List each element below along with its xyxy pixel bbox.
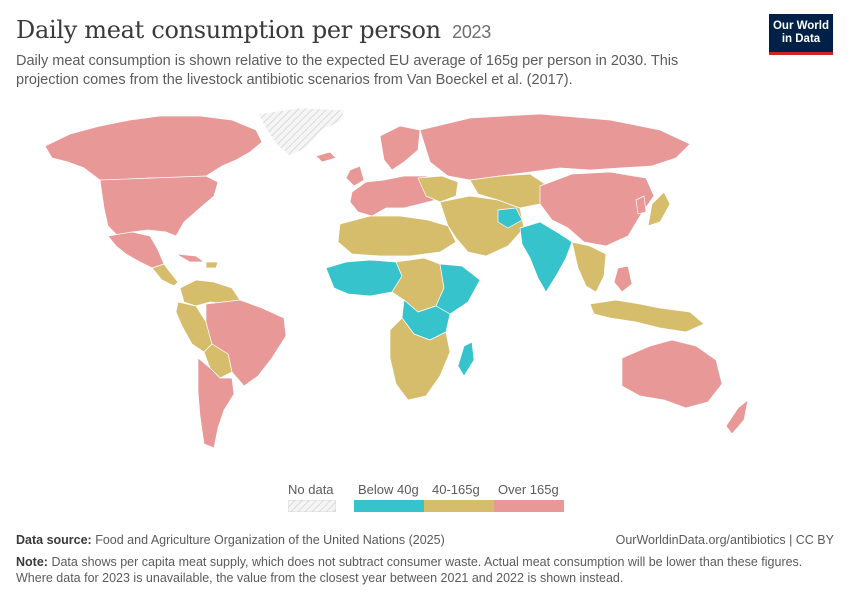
region-indonesia-png [589, 299, 705, 333]
source-url[interactable]: OurWorldinData.org/antibiotics | CC BY [615, 533, 834, 547]
note-text: Data shows per capita meat supply, which… [16, 555, 803, 585]
footer-note: Note: Data shows per capita meat supply,… [16, 554, 834, 586]
note-label: Note: [16, 555, 48, 569]
region-korea [635, 195, 647, 215]
region-cuba [175, 253, 205, 263]
region-madagascar [457, 341, 475, 377]
region-mexico [107, 231, 165, 269]
legend-label-40-165g: 40-165g [432, 482, 480, 497]
legend-swatch-over-165g [494, 500, 564, 512]
region-canada-alaska [44, 115, 263, 181]
region-japan [647, 191, 671, 227]
region-central-africa [391, 257, 445, 313]
data-source: Data source: Food and Agriculture Organi… [16, 532, 445, 548]
source-label: Data source: [16, 533, 92, 547]
region-afghanistan [497, 207, 523, 229]
title-year: 2023 [452, 22, 491, 42]
region-argentina-chile [197, 357, 235, 449]
logo-line-2: in Data [781, 33, 821, 45]
region-china-mongolia [539, 171, 655, 247]
region-central-america [151, 263, 179, 287]
legend-swatch-below-40g [354, 500, 424, 512]
region-hispaniola [205, 261, 219, 269]
region-india [519, 221, 573, 293]
region-western-europe [349, 175, 441, 217]
region-west-africa-low [325, 259, 403, 297]
region-southern-africa [389, 317, 451, 401]
chart-title: Daily meat consumption per person 2023 [16, 14, 756, 48]
region-usa [99, 175, 219, 237]
source-text[interactable]: Food and Agriculture Organization of the… [95, 533, 445, 547]
chart-subtitle: Daily meat consumption is shown relative… [16, 53, 679, 88]
region-iceland [315, 151, 337, 163]
logo-accent-bar [769, 52, 833, 55]
region-scandinavia [379, 125, 421, 171]
logo-line-1: Our World [772, 20, 829, 32]
region-australia [621, 339, 723, 409]
title-text: Daily meat consumption per person [16, 16, 441, 44]
world-map [44, 107, 749, 449]
map-legend: No data Below 40g 40-165g Over 165g [280, 482, 580, 516]
legend-label-no-data: No data [288, 482, 334, 497]
chart-footer: Data source: Food and Agriculture Organi… [16, 532, 834, 586]
owid-logo[interactable]: Our World in Data [769, 14, 833, 55]
region-philippines [613, 265, 633, 293]
legend-swatch-no-data [288, 500, 336, 512]
region-horn-of-africa [435, 263, 481, 315]
chart-header: Daily meat consumption per person 2023 D… [16, 14, 756, 90]
region-greenland [257, 107, 346, 157]
legend-label-over-165g: Over 165g [498, 482, 559, 497]
region-north-africa [337, 215, 457, 257]
legend-label-below-40g: Below 40g [358, 482, 419, 497]
region-eastern-europe [417, 175, 459, 203]
region-new-zealand [725, 399, 749, 435]
region-southeast-asia [571, 241, 607, 293]
region-uk-ireland [345, 165, 365, 187]
legend-swatch-40-165g [424, 500, 494, 512]
region-russia [419, 113, 691, 181]
